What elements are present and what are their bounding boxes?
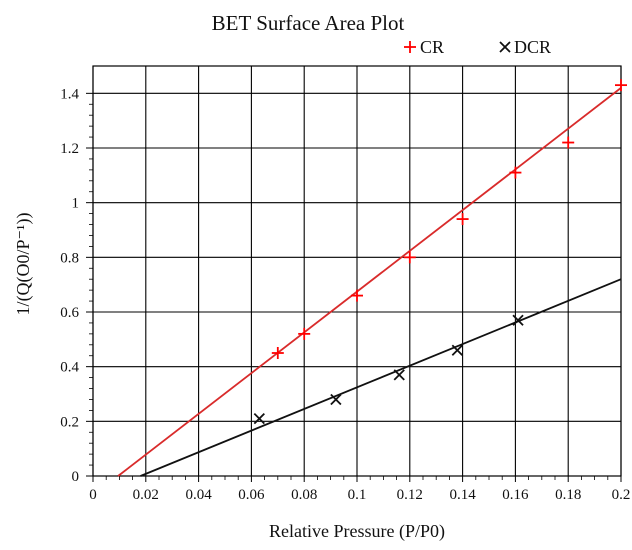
y-axis-label: 1/(Q(O0/P⁻¹)) xyxy=(13,213,34,316)
data-point-dcr-b xyxy=(512,314,524,326)
y-tick-label: 0.2 xyxy=(60,414,79,430)
x-axis: 0 0.02 0.04 0.06 0.08 0.1 0.12 0.14 0.16 0.18 0.2 xyxy=(89,476,630,503)
data-points xyxy=(253,79,627,425)
chart-title: BET Surface Area Plot xyxy=(212,11,405,35)
x-tick-label: 0.06 xyxy=(238,487,265,503)
legend-marker-dcr-b xyxy=(499,41,511,53)
minor-tick-marks xyxy=(89,103,609,480)
y-tick-label: 1.2 xyxy=(60,141,79,157)
chart-grid xyxy=(92,65,622,477)
y-tick-label: 0.6 xyxy=(60,305,79,321)
x-tick-label: 0 xyxy=(89,487,97,503)
x-tick-label: 0.1 xyxy=(348,487,367,503)
y-tick-label: 1.4 xyxy=(60,86,79,102)
y-axis: 0 0.2 0.4 0.6 0.8 1 1.2 1.4 xyxy=(60,86,93,485)
y-tick-label: 1 xyxy=(72,196,80,212)
x-tick-label: 0.16 xyxy=(502,487,529,503)
data-point-dcr-b xyxy=(393,369,405,381)
data-point-dcr-b xyxy=(330,393,342,406)
x-axis-label: Relative Pressure (P/P0) xyxy=(269,521,445,542)
fit-line-cr xyxy=(117,87,622,477)
x-tick-label: 0.08 xyxy=(291,487,317,503)
data-point-dcr-b xyxy=(451,344,463,356)
fit-lines xyxy=(117,87,622,477)
legend-label-dcr: DCR xyxy=(514,37,551,57)
data-point-dcr-b xyxy=(253,412,265,425)
x-tick-label: 0.18 xyxy=(555,487,581,503)
legend-label-cr: CR xyxy=(420,37,444,57)
y-tick-label: 0 xyxy=(72,469,80,485)
chart-legend: CR DCR xyxy=(404,37,551,57)
y-tick-label: 0.8 xyxy=(60,250,79,266)
x-tick-label: 0.14 xyxy=(449,487,476,503)
x-tick-label: 0.2 xyxy=(612,487,631,503)
x-tick-label: 0.12 xyxy=(397,487,423,503)
y-tick-label: 0.4 xyxy=(60,360,79,376)
x-tick-label: 0.04 xyxy=(185,487,212,503)
x-tick-label: 0.02 xyxy=(133,487,159,503)
fit-line-dcr xyxy=(140,278,622,477)
